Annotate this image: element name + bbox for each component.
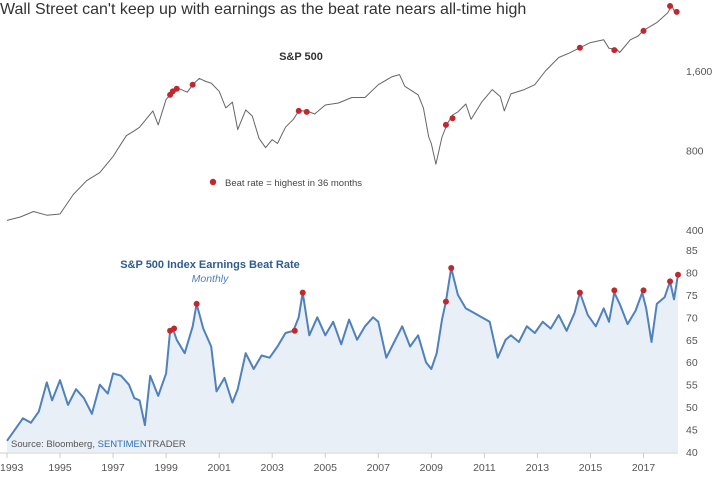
beat-rate-marker-9 [640,287,647,294]
chart-title: Wall Street can't keep up with earnings … [0,1,527,18]
x-tick-label-2007: 2007 [367,462,391,474]
x-tick-label-2001: 2001 [207,462,231,474]
legend-marker [209,178,217,186]
x-tick-label-2005: 2005 [314,462,338,474]
x-tick-label-2011: 2011 [473,462,496,474]
beat-rate-marker-11 [675,271,681,278]
x-tick-label-2015: 2015 [579,462,603,474]
sp500-marker-6 [442,121,449,128]
bottom-y-tick-40: 40 [686,447,698,459]
beat-rate-marker-2 [193,300,200,307]
source-brand-gray: TRADER [146,439,186,450]
sp500-marker-9 [611,47,618,54]
sp500-chart-title: S&P 500 [279,51,323,63]
beat-rate-chart-title: S&P 500 Index Earnings Beat Rate [120,259,300,271]
sp500-marker-7 [449,115,456,122]
beat-rate-marker-8 [611,287,618,294]
x-tick-label-1999: 1999 [154,462,178,474]
beat-rate-line [6,267,679,442]
legend-label: Beat rate = highest in 36 months [225,178,362,189]
bottom-y-tick-60: 60 [686,357,698,369]
beat-rate-marker-6 [448,264,455,271]
sp500-marker-8 [576,44,583,51]
x-tick-label-1997: 1997 [101,462,125,474]
sp500-marker-11 [667,2,674,9]
beat-rate-marker-5 [442,298,449,305]
beat-rate-marker-1 [171,325,178,332]
sp500-marker-4 [295,107,302,114]
x-tick-label-1993: 1993 [0,462,24,474]
beat-rate-chart-subtitle: Monthly [192,273,230,285]
x-tick-label-1995: 1995 [48,462,72,474]
beat-rate-marker-4 [299,289,306,296]
bottom-y-tick-75: 75 [686,290,698,302]
bottom-y-tick-70: 70 [686,312,698,324]
beat-rate-marker-7 [576,289,583,296]
beat-rate-marker-3 [291,327,298,334]
source-note: Source: Bloomberg, SENTIMENTRADER [11,439,186,450]
bottom-y-tick-55: 55 [686,380,698,392]
x-tick-label-2013: 2013 [526,462,550,474]
bottom-y-tick-80: 80 [686,267,698,279]
source-brand-blue: SENTIMEN [97,439,147,450]
x-tick-label-2017: 2017 [632,462,656,474]
sp500-marker-3 [189,81,196,88]
x-tick-label-2003: 2003 [261,462,285,474]
x-tick-label-2009: 2009 [420,462,444,474]
sp500-marker-2 [173,85,180,92]
top-y-tick-400: 400 [686,225,704,237]
bottom-y-tick-85: 85 [686,245,698,257]
beat-rate-marker-10 [667,278,674,285]
bottom-y-tick-65: 65 [686,335,698,347]
top-y-tick-800: 800 [686,146,704,158]
bottom-y-tick-50: 50 [686,402,698,414]
sp500-marker-5 [303,108,310,115]
sp500-marker-10 [640,27,647,34]
bottom-y-tick-45: 45 [686,425,698,437]
top-y-tick-1600: 1,600 [686,66,712,78]
source-prefix: Source: Bloomberg, [11,439,95,450]
sp500-marker-12 [673,8,680,15]
beat-rate-area [7,268,678,452]
